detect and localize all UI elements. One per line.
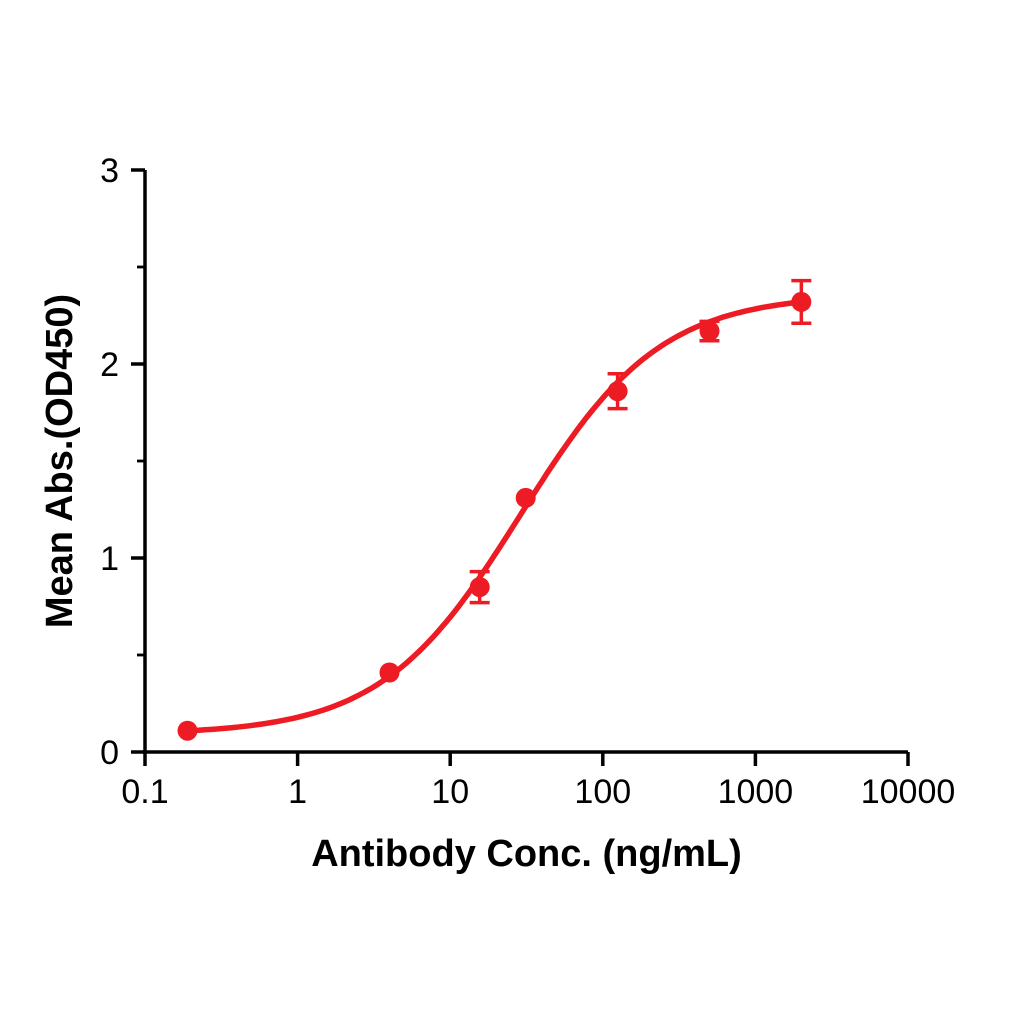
data-point: [515, 487, 536, 508]
x-tick-label: 1: [288, 773, 307, 811]
data-point: [791, 291, 812, 312]
x-tick-label: 100: [574, 773, 631, 811]
x-tick-label: 10000: [861, 773, 956, 811]
data-point: [469, 577, 490, 598]
y-tick-label: 2: [100, 346, 119, 384]
data-point: [699, 321, 720, 341]
x-tick-label: 10: [431, 773, 469, 811]
y-tick-label: 3: [100, 152, 119, 190]
y-tick-label: 0: [100, 734, 119, 772]
fit-curve: [184, 299, 805, 734]
data-point: [379, 662, 400, 683]
data-point: [177, 720, 198, 741]
x-axis-title: Antibody Conc. (ng/mL): [311, 833, 742, 875]
x-tick-label: 0.1: [121, 773, 168, 811]
x-tick-label: 1000: [718, 773, 794, 811]
y-tick-label: 1: [100, 540, 119, 578]
y-axis-title: Mean Abs.(OD450): [39, 294, 81, 628]
data-point: [607, 381, 628, 402]
